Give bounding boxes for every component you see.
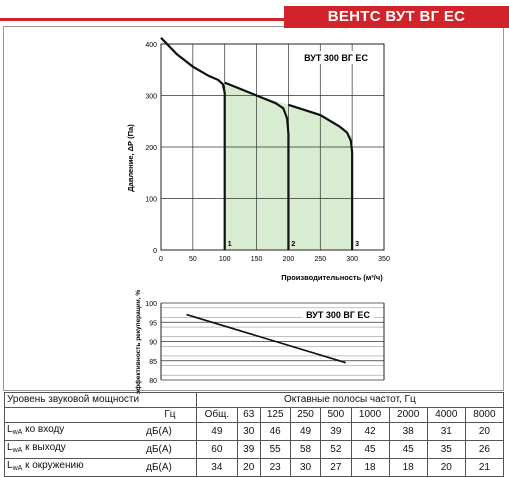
table-cell: 46 — [259, 422, 291, 441]
table-cell: 31 — [426, 422, 466, 441]
table-cell: 49 — [195, 422, 238, 441]
x-tick-label: 50 — [189, 256, 197, 263]
table-cell: 30 — [236, 422, 261, 441]
model-label: ВУТ 300 ВГ ЕС — [304, 53, 368, 63]
x-tick-label: 100 — [219, 256, 231, 263]
table-cell: 20 — [236, 458, 261, 477]
table-cell: 20 — [426, 458, 466, 477]
chart-frame — [3, 26, 504, 391]
unit-header: Гц — [144, 407, 197, 423]
column-header: 63 — [236, 407, 261, 423]
column-header: 1000 — [350, 407, 390, 423]
table-cell: 26 — [464, 440, 505, 459]
table-cell: 18 — [350, 458, 390, 477]
table-cell: 23 — [259, 458, 291, 477]
table-column-row: Гц Общ. 63 125 250 500 1000 2000 4000 8000 — [4, 407, 505, 423]
table-header-row: Уровень звуковой мощности Октавные полос… — [4, 392, 505, 408]
table-row: LwA ко входу дБ(А) 49 30 46 49 39 42 38 31 20 — [4, 422, 505, 441]
table-cell: 60 — [195, 440, 238, 459]
model-label-box: ВУТ 300 ВГ ЕС — [297, 51, 375, 64]
curves: 1 2 3 — [160, 37, 359, 250]
row-label: LwA к выходу — [4, 440, 145, 459]
header-bar — [0, 18, 509, 21]
table-cell: 18 — [388, 458, 428, 477]
table-row: LwA к выходу дБ(А) 60 39 55 58 52 45 45 35 26 — [4, 440, 505, 459]
table-title: Уровень звуковой мощности — [4, 392, 197, 408]
row-label: LwA к окружению — [4, 458, 145, 477]
table-cell: 39 — [320, 422, 352, 441]
curve-2 — [224, 81, 290, 250]
column-header: 250 — [289, 407, 322, 423]
table-cell: 58 — [289, 440, 322, 459]
table-cell: 45 — [350, 440, 390, 459]
y-tick-label: 400 — [145, 42, 157, 49]
table-cell: 42 — [350, 422, 390, 441]
curve-label-3: 3 — [355, 241, 359, 248]
sound-power-table: Уровень звуковой мощности Октавные полос… — [4, 392, 505, 477]
row-unit: дБ(А) — [144, 458, 197, 477]
table-cell: 35 — [426, 440, 466, 459]
pressure-chart: 1 2 3 0 50 100 150 200 250 300 350 0 100 200 300 400 Д… — [126, 37, 390, 282]
table-cell: 39 — [236, 440, 261, 459]
table-row: LwA к окружению дБ(А) 34 20 23 30 27 18 18 20 21 — [4, 458, 505, 477]
column-header: 500 — [320, 407, 352, 423]
column-header: Общ. — [195, 407, 238, 423]
row-unit: дБ(А) — [144, 422, 197, 441]
column-header: 2000 — [388, 407, 428, 423]
column-header: 8000 — [464, 407, 505, 423]
tick-labels: 0 50 100 150 200 250 300 350 0 100 200 300 400 — [145, 42, 390, 263]
x-tick-label: 300 — [346, 256, 358, 263]
row-label: LwA ко входу — [4, 422, 145, 441]
curve-label-2: 2 — [291, 241, 295, 248]
page-title: ВЕНТС ВУТ ВГ ЕС — [284, 6, 509, 28]
bands-title: Октавные полосы частот, Гц — [195, 392, 505, 408]
y-tick-label: 0 — [153, 248, 157, 255]
table-cell: 21 — [464, 458, 505, 477]
plot-border — [160, 43, 385, 251]
x-axis-label: Производительность (м³/ч) — [281, 273, 383, 282]
row-unit: дБ(А) — [144, 440, 197, 459]
column-header: 4000 — [426, 407, 466, 423]
table-cell: 34 — [195, 458, 238, 477]
table-cell: 52 — [320, 440, 352, 459]
table-cell: 20 — [464, 422, 505, 441]
y-tick-label: 300 — [145, 94, 157, 101]
curve-3 — [288, 103, 354, 250]
table-cell: 45 — [388, 440, 428, 459]
y-tick-label: 100 — [145, 197, 157, 204]
table-cell: 55 — [259, 440, 291, 459]
table-cell: 38 — [388, 422, 428, 441]
x-tick-label: 150 — [251, 256, 263, 263]
x-tick-label: 200 — [283, 256, 295, 263]
x-tick-label: 250 — [314, 256, 326, 263]
x-tick-label: 0 — [159, 256, 163, 263]
x-tick-label: 350 — [378, 256, 390, 263]
y-tick-label: 200 — [145, 145, 157, 152]
curve-1 — [160, 37, 226, 250]
table-cell: 27 — [320, 458, 352, 477]
column-header: 125 — [259, 407, 291, 423]
y-axis-label: Давление, ΔР (Па) — [126, 124, 135, 192]
curve-label-1: 1 — [228, 241, 232, 248]
table-cell: 30 — [289, 458, 322, 477]
table-cell: 49 — [289, 422, 322, 441]
